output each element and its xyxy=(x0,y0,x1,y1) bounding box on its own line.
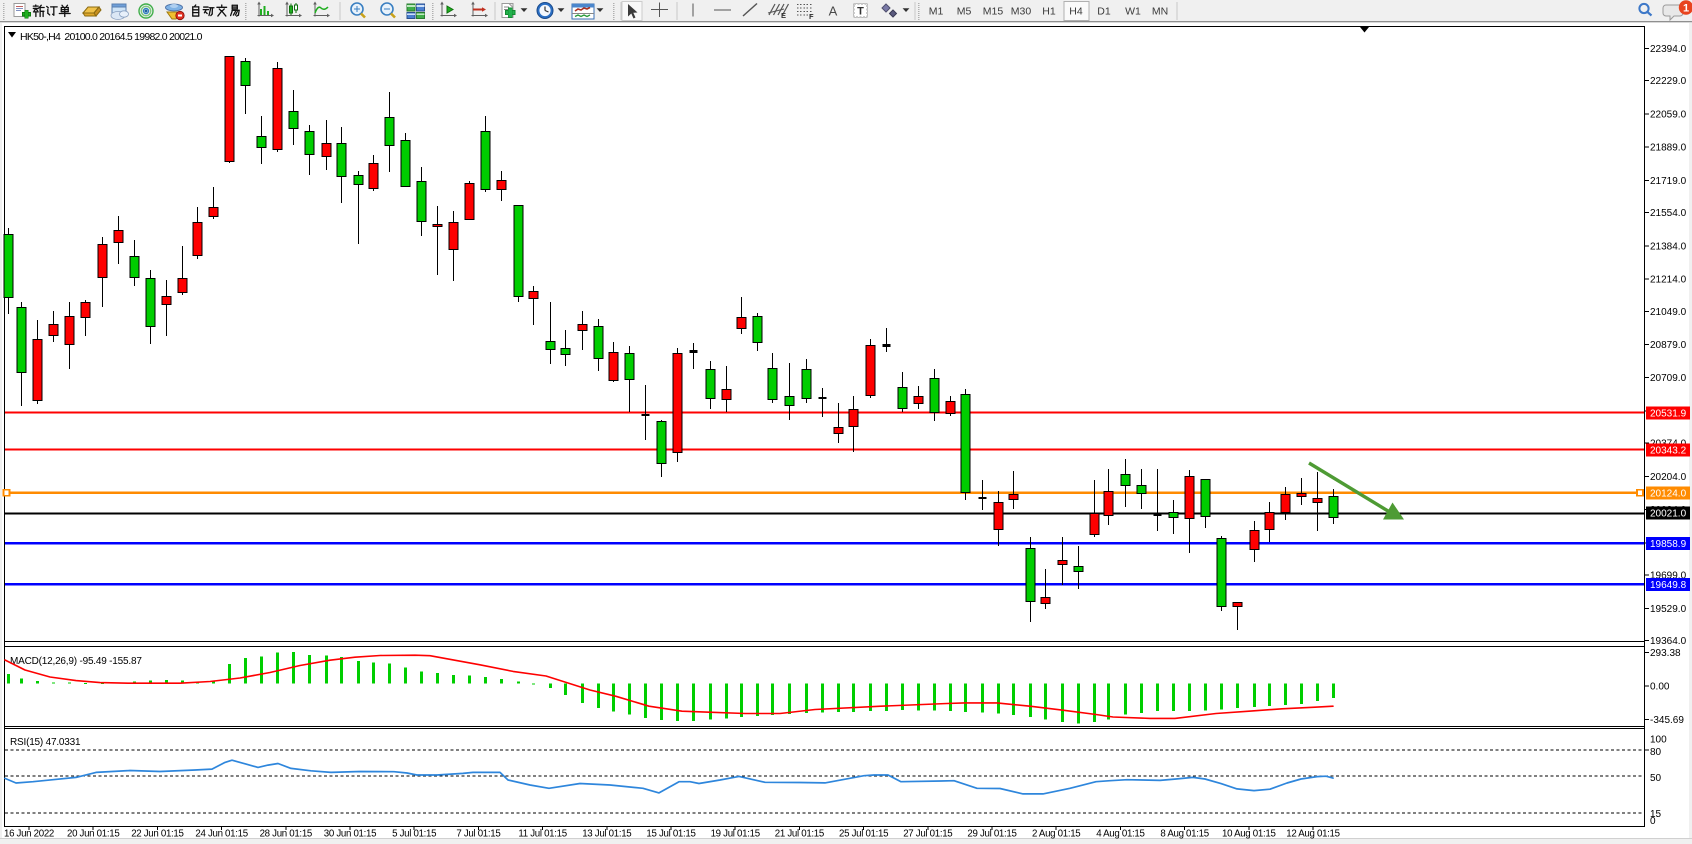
svg-text:8 Aug 01:15: 8 Aug 01:15 xyxy=(1160,829,1208,840)
svg-text:D1: D1 xyxy=(1097,6,1111,18)
svg-text:A: A xyxy=(829,4,838,19)
svg-text:20531.9: 20531.9 xyxy=(1650,408,1687,419)
svg-text:21889.0: 21889.0 xyxy=(1650,143,1687,154)
svg-text:5 Jul 01:15: 5 Jul 01:15 xyxy=(392,829,436,840)
svg-text:16 Jun 2022: 16 Jun 2022 xyxy=(4,829,54,840)
svg-text:21214.0: 21214.0 xyxy=(1650,275,1687,286)
svg-text:MN: MN xyxy=(1152,6,1168,18)
svg-text:12 Aug 01:15: 12 Aug 01:15 xyxy=(1286,829,1340,840)
svg-text:4 Aug 01:15: 4 Aug 01:15 xyxy=(1096,829,1144,840)
svg-text:H4: H4 xyxy=(1069,6,1083,18)
svg-text:20124.0: 20124.0 xyxy=(1650,488,1687,499)
svg-text:80: 80 xyxy=(1650,747,1662,758)
svg-text:29 Jul 01:15: 29 Jul 01:15 xyxy=(967,829,1016,840)
svg-text:19858.9: 19858.9 xyxy=(1650,539,1687,550)
svg-text:27 Jul 01:15: 27 Jul 01:15 xyxy=(903,829,952,840)
svg-text:7 Jul 01:15: 7 Jul 01:15 xyxy=(456,829,500,840)
svg-text:E: E xyxy=(781,11,786,20)
svg-text:19 Jul 01:15: 19 Jul 01:15 xyxy=(711,829,760,840)
svg-text:21049.0: 21049.0 xyxy=(1650,307,1687,318)
svg-text:24 Jun 01:15: 24 Jun 01:15 xyxy=(195,829,247,840)
svg-text:293.38: 293.38 xyxy=(1650,648,1681,659)
svg-text:25 Jul 01:15: 25 Jul 01:15 xyxy=(839,829,888,840)
svg-text:-345.69: -345.69 xyxy=(1650,715,1684,726)
svg-text:W1: W1 xyxy=(1125,6,1141,18)
svg-text:11 Jul 01:15: 11 Jul 01:15 xyxy=(518,829,566,840)
svg-text:MACD(12,26,9) -95.49 -155.87: MACD(12,26,9) -95.49 -155.87 xyxy=(10,656,142,667)
svg-text:22059.0: 22059.0 xyxy=(1650,109,1687,120)
svg-text:19364.0: 19364.0 xyxy=(1650,636,1687,647)
svg-text:H1: H1 xyxy=(1042,6,1056,18)
svg-text:0: 0 xyxy=(1650,816,1656,827)
svg-text:28 Jun 01:15: 28 Jun 01:15 xyxy=(260,829,312,840)
svg-text:15 Jul 01:15: 15 Jul 01:15 xyxy=(646,829,695,840)
svg-text:M5: M5 xyxy=(957,6,972,18)
svg-text:13 Jul 01:15: 13 Jul 01:15 xyxy=(582,829,631,840)
svg-text:21719.0: 21719.0 xyxy=(1650,176,1687,187)
svg-text:20 Jun 01:15: 20 Jun 01:15 xyxy=(67,829,119,840)
svg-text:20204.0: 20204.0 xyxy=(1650,472,1687,483)
svg-text:21 Jul 01:15: 21 Jul 01:15 xyxy=(775,829,824,840)
svg-text:30 Jun 01:15: 30 Jun 01:15 xyxy=(324,829,376,840)
svg-text:20709.0: 20709.0 xyxy=(1650,373,1687,384)
svg-text:100: 100 xyxy=(1650,735,1667,746)
svg-text:2 Aug 01:15: 2 Aug 01:15 xyxy=(1032,829,1080,840)
svg-text:19649.8: 19649.8 xyxy=(1650,580,1687,591)
svg-text:HK50-,H4 20100.0 20164.5 1998: HK50-,H4 20100.0 20164.5 19982.0 20021.0 xyxy=(20,31,203,43)
svg-text:0.00: 0.00 xyxy=(1650,682,1670,693)
svg-text:F: F xyxy=(809,12,814,21)
svg-text:19529.0: 19529.0 xyxy=(1650,604,1687,615)
svg-text:21554.0: 21554.0 xyxy=(1650,208,1687,219)
svg-text:20021.0: 20021.0 xyxy=(1650,509,1687,520)
svg-text:22 Jun 01:15: 22 Jun 01:15 xyxy=(131,829,183,840)
svg-text:M15: M15 xyxy=(983,6,1004,18)
svg-text:RSI(15) 47.0331: RSI(15) 47.0331 xyxy=(10,737,81,748)
svg-text:20343.2: 20343.2 xyxy=(1650,445,1687,456)
svg-text:50: 50 xyxy=(1650,773,1662,784)
svg-text:1: 1 xyxy=(1683,3,1689,15)
svg-text:19699.0: 19699.0 xyxy=(1650,571,1687,582)
svg-text:15: 15 xyxy=(1650,809,1662,820)
svg-text:20879.0: 20879.0 xyxy=(1650,340,1687,351)
svg-text:21384.0: 21384.0 xyxy=(1650,241,1687,252)
svg-text:T: T xyxy=(857,6,864,18)
svg-text:10 Aug 01:15: 10 Aug 01:15 xyxy=(1222,829,1276,840)
svg-text:M1: M1 xyxy=(929,6,944,18)
svg-text:M30: M30 xyxy=(1011,6,1032,18)
svg-text:22394.0: 22394.0 xyxy=(1650,44,1687,55)
svg-text:22229.0: 22229.0 xyxy=(1650,76,1687,87)
